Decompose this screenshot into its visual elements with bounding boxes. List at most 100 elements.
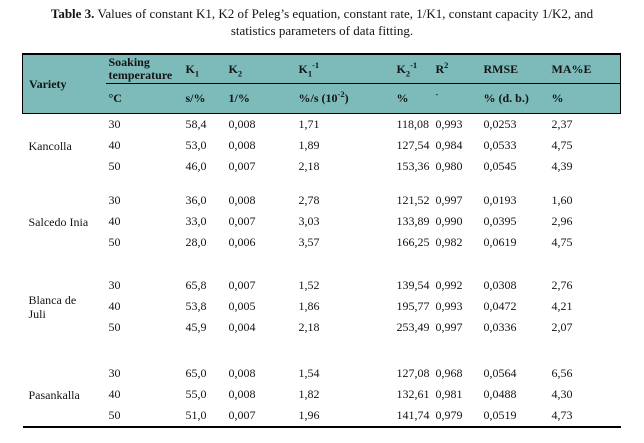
cell-k2-inverse: 132,61 — [396, 387, 430, 401]
cell-soaking-temperature: 50 — [108, 235, 121, 249]
cell-k1-inverse: 3,03 — [298, 214, 320, 228]
cell-k1: 51,0 — [185, 408, 207, 422]
header-r-squared: R2 — [432, 54, 481, 84]
cell-r-squared: 0,990 — [435, 214, 463, 228]
cell-soaking-temperature: 40 — [108, 387, 121, 401]
cell-r-squared: 0,997 — [435, 193, 463, 207]
unit-ma-percent-e: % — [548, 83, 621, 114]
cell-rmse: 0,0395 — [483, 214, 517, 228]
variety-label: Pasankalla — [28, 387, 80, 402]
cell-k2: 0,008 — [228, 193, 256, 207]
header-k1: K1 — [182, 54, 226, 84]
table-caption-label: Table 3. — [50, 6, 95, 21]
unit-k1-inverse: %/s (10-2) — [295, 83, 394, 114]
cell-soaking-temperature: 50 — [108, 320, 121, 334]
variety-cell: Kancolla — [23, 114, 106, 178]
table-caption-text: Values of constant K1, K2 of Peleg’s equ… — [94, 6, 594, 38]
cell-soaking-temperature: 40 — [108, 138, 121, 152]
cell-k1-inverse: 1,54 — [298, 366, 320, 380]
header-k2-inverse: K2-1 — [393, 54, 433, 84]
cell-ma-percent-e: 4,75 — [551, 138, 573, 152]
cell-r-squared: 0,997 — [435, 320, 463, 334]
variety-cell: Salcedo Inia — [23, 190, 106, 253]
variety-label: Salcedo Inia — [28, 214, 89, 229]
cell-k2: 0,006 — [228, 235, 256, 249]
cell-k2: 0,004 — [228, 320, 256, 334]
cell-soaking-temperature: 40 — [108, 214, 121, 228]
cell-rmse: 0,0533 — [483, 138, 517, 152]
cell-k2-inverse: 127,54 — [396, 138, 430, 152]
cell-ma-percent-e: 4,30 — [551, 387, 573, 401]
cell-k1: 33,0 — [185, 214, 207, 228]
table-caption: Table 3. Values of constant K1, K2 of Pe… — [28, 6, 616, 39]
cell-r-squared: 0,982 — [435, 235, 463, 249]
unit-r-squared: - — [432, 83, 481, 114]
cell-rmse: 0,0619 — [483, 235, 517, 249]
cell-k2-inverse: 127,08 — [396, 366, 430, 380]
table-row: Blanca de Juli 30 65,8 0,007 1,52 139,54 0,992… — [23, 275, 621, 321]
group-spacer — [23, 177, 621, 190]
cell-k1: 53,8 — [185, 299, 207, 313]
cell-r-squared: 0,968 — [435, 366, 463, 380]
cell-k2-inverse: 253,49 — [396, 320, 430, 334]
header-k2: K2 — [225, 54, 296, 84]
cell-r-squared: 0,980 — [435, 159, 463, 173]
cell-rmse: 0,0336 — [483, 320, 517, 334]
cell-rmse: 0,0545 — [483, 159, 517, 173]
cell-soaking-temperature: 30 — [108, 117, 121, 131]
header-soaking-temperature: Soaking temperature — [105, 54, 183, 84]
cell-ma-percent-e: 4,21 — [551, 299, 573, 313]
cell-k1: 65,8 — [185, 278, 207, 292]
cell-k2-inverse: 166,25 — [396, 235, 430, 249]
header-variety: Variety — [22, 54, 106, 114]
cell-k1: 53,0 — [185, 138, 207, 152]
cell-rmse: 0,0193 — [483, 193, 517, 207]
cell-ma-percent-e: 2,37 — [551, 117, 573, 131]
table-row: 40 53,8 0,005 1,86 195,77 0,993 0,0472 4,21 — [23, 296, 621, 317]
header-rmse: RMSE — [480, 54, 549, 84]
peleg-constants-table: Variety Soaking temperature K1 K2 K1-1 K2-1 R2… — [22, 53, 621, 428]
cell-soaking-temperature: 30 — [108, 278, 121, 292]
cell-k1-inverse: 1,82 — [298, 387, 320, 401]
cell-ma-percent-e: 4,39 — [551, 159, 573, 173]
table-row: Salcedo Inia 30 36,0 0,008 2,78 121,52 0,997 0,… — [23, 190, 621, 229]
variety-cell: Blanca de Juli — [23, 275, 106, 338]
cell-k2: 0,007 — [228, 214, 256, 228]
cell-k1: 45,9 — [185, 320, 207, 334]
cell-k2-inverse: 118,08 — [396, 117, 430, 131]
cell-ma-percent-e: 4,73 — [551, 408, 573, 422]
table-body: Kancolla 30 58,4 0,008 1,71 118,08 0,993 0,0253… — [23, 114, 621, 428]
cell-k1-inverse: 1,52 — [298, 278, 320, 292]
cell-rmse: 0,0308 — [483, 278, 517, 292]
cell-k2: 0,008 — [228, 366, 256, 380]
cell-k2: 0,007 — [228, 159, 256, 173]
table-header: Variety Soaking temperature K1 K2 K1-1 K2-1 R2… — [22, 54, 621, 114]
cell-k1: 58,4 — [185, 117, 207, 131]
cell-k2-inverse: 133,89 — [396, 214, 430, 228]
cell-k1-inverse: 2,18 — [298, 320, 320, 334]
table-row: 40 33,0 0,007 3,03 133,89 0,990 0,0395 2,96 — [23, 211, 621, 232]
cell-k1: 65,0 — [185, 366, 207, 380]
cell-k2-inverse: 153,36 — [396, 159, 430, 173]
table-row: 50 51,0 0,007 1,96 141,74 0,979 0,0519 4,73 — [23, 405, 621, 427]
cell-k2: 0,007 — [228, 278, 256, 292]
table-row: Kancolla 30 58,4 0,008 1,71 118,08 0,993 0,0253… — [23, 114, 621, 153]
unit-k2-inverse: % — [393, 83, 433, 114]
cell-k2-inverse: 139,54 — [396, 278, 430, 292]
cell-ma-percent-e: 2,96 — [551, 214, 573, 228]
variety-cell: Pasankalla — [23, 363, 106, 427]
cell-k1-inverse: 1,71 — [298, 117, 320, 131]
cell-k2: 0,007 — [228, 408, 256, 422]
cell-k2-inverse: 195,77 — [396, 299, 430, 313]
cell-soaking-temperature: 50 — [108, 408, 121, 422]
cell-k1: 36,0 — [185, 193, 207, 207]
cell-k2: 0,008 — [228, 117, 256, 131]
table-row: 50 28,0 0,006 3,57 166,25 0,982 0,0619 4,75 — [23, 232, 621, 253]
cell-rmse: 0,0519 — [483, 408, 517, 422]
cell-ma-percent-e: 4,75 — [551, 235, 573, 249]
unit-k1: s/% — [182, 83, 226, 114]
unit-rmse: % (d. b.) — [480, 83, 549, 114]
cell-rmse: 0,0564 — [483, 366, 517, 380]
cell-k1-inverse: 3,57 — [298, 235, 320, 249]
cell-k1-inverse: 2,18 — [298, 159, 320, 173]
